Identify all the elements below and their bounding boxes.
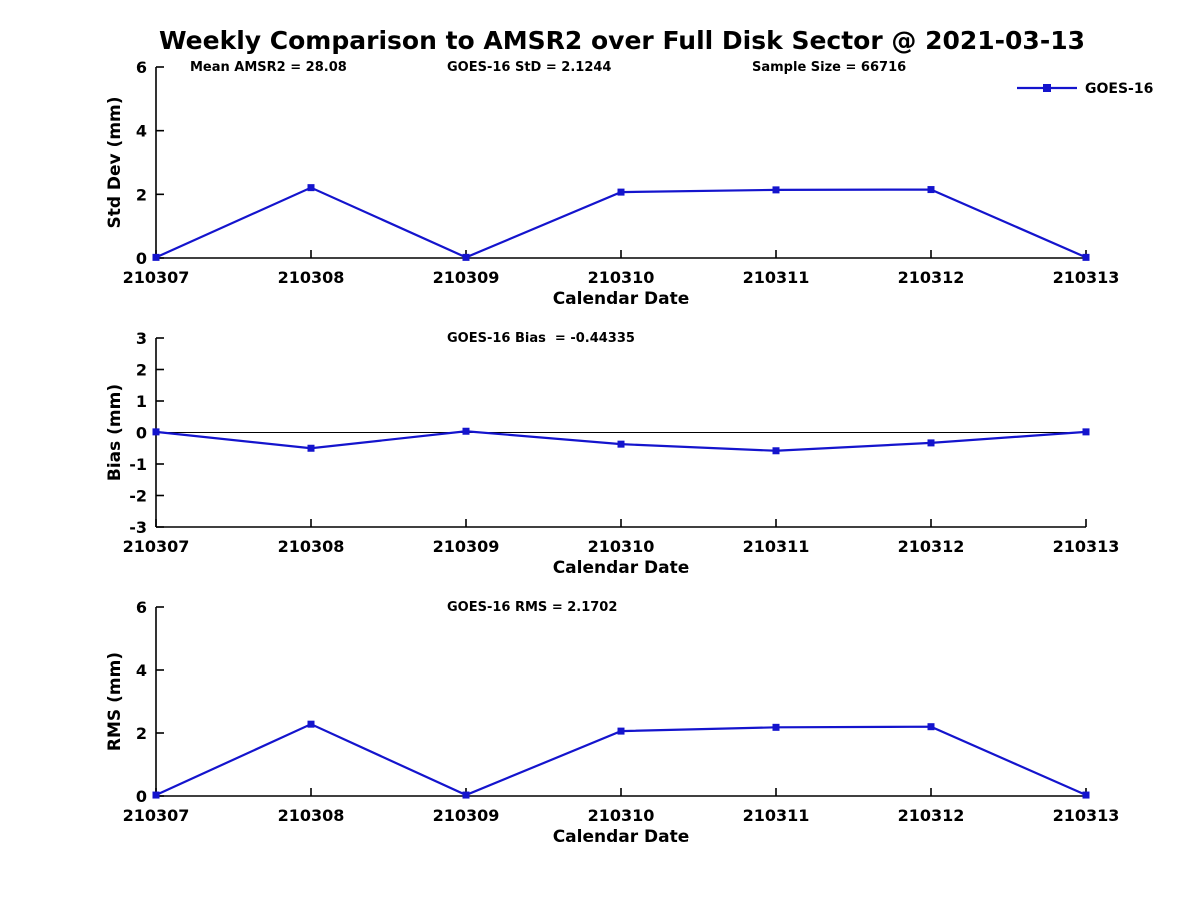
data-point-marker [462,791,470,799]
subplot-std-dev: 0 2 4 6 210307 210308 210309 210310 210311 210312… [105,58,1153,309]
y-tick-label: 2 [136,361,147,380]
x-tick-label: 210309 [433,268,500,287]
data-point-marker [617,440,625,448]
x-axis-label: Calendar Date [553,827,690,847]
y-tick-label: 6 [136,598,147,617]
data-point-marker [152,428,160,436]
y-axis-label: RMS (mm) [105,652,125,751]
x-tick-label: 210310 [588,268,655,287]
legend-label: GOES-16 [1085,81,1153,97]
data-point-marker [462,253,470,261]
x-tick-label: 210312 [898,806,965,825]
x-tick-label: 210308 [278,268,345,287]
x-tick-label: 210309 [433,806,500,825]
legend-marker [1043,84,1051,92]
x-tick-label: 210310 [588,537,655,556]
x-tick-label: 210312 [898,268,965,287]
annotation: GOES-16 Bias = -0.44335 [447,331,635,346]
data-point-marker [462,427,470,435]
y-tick-label: 0 [136,249,147,268]
y-axis-label: Bias (mm) [105,384,125,481]
y-tick-label: -2 [129,487,147,506]
y-axis-label: Std Dev (mm) [105,96,125,228]
data-point-marker [152,253,160,261]
series-line [155,186,1087,259]
data-point-marker [1082,253,1090,261]
x-tick-label: 210307 [123,268,190,287]
x-tick-label: 210310 [588,806,655,825]
data-point-marker [152,791,160,799]
data-point-marker [307,444,315,452]
y-tick-label: 4 [136,661,147,680]
data-point-marker [927,723,935,731]
chart-title: Weekly Comparison to AMSR2 over Full Dis… [158,26,1085,55]
y-tick-label: -1 [129,455,147,474]
x-tick-label: 210313 [1053,268,1120,287]
annotation: GOES-16 StD = 2.1244 [447,60,611,75]
x-axis-label: Calendar Date [553,558,690,578]
y-tick-label: 2 [136,724,147,743]
subplot-bias: -3 -2 -1 0 1 2 3 210307 210308 210309 210310 210311… [105,329,1119,578]
y-tick-label: 0 [136,787,147,806]
data-point-marker [617,727,625,735]
y-tick-label: -3 [129,518,147,537]
x-tick-label: 210311 [743,268,810,287]
legend: GOES-16 [1017,81,1153,97]
y-tick-label: 3 [136,329,147,348]
data-point-marker [772,186,780,194]
y-tick-label: 2 [136,185,147,204]
series-line [155,722,1087,797]
x-tick-label: 210308 [278,537,345,556]
x-tick-label: 210313 [1053,537,1120,556]
x-tick-label: 210307 [123,537,190,556]
annotation: Sample Size = 66716 [752,60,906,75]
annotation: Mean AMSR2 = 28.08 [190,60,347,75]
x-tick-label: 210309 [433,537,500,556]
data-point-marker [1082,791,1090,799]
data-point-marker [772,723,780,731]
data-point-marker [927,439,935,447]
x-tick-label: 210312 [898,537,965,556]
data-point-marker [772,447,780,455]
y-tick-label: 0 [136,424,147,443]
x-tick-label: 210313 [1053,806,1120,825]
data-point-marker [307,184,315,192]
data-point-marker [927,186,935,194]
subplot-rms: 0 2 4 6 210307 210308 210309 210310 210311 210312… [105,598,1119,847]
y-tick-label: 1 [136,392,147,411]
x-tick-label: 210307 [123,806,190,825]
x-axis-label: Calendar Date [553,289,690,309]
data-point-marker [1082,428,1090,436]
x-tick-label: 210308 [278,806,345,825]
data-point-marker [617,188,625,196]
x-tick-label: 210311 [743,806,810,825]
data-point-marker [307,720,315,728]
annotation: GOES-16 RMS = 2.1702 [447,600,617,615]
x-tick-label: 210311 [743,537,810,556]
y-tick-label: 6 [136,58,147,77]
y-tick-label: 4 [136,122,147,141]
